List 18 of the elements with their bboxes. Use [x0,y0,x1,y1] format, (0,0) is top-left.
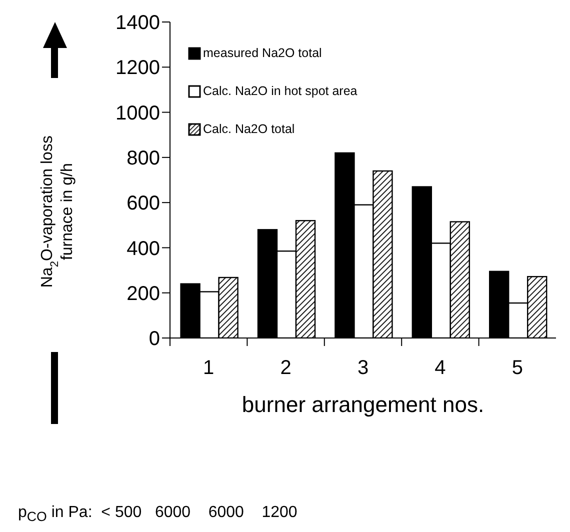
x-tick-label: 3 [357,357,369,379]
y-tick-label: 600 [126,192,160,215]
y-tick-label: 1400 [116,12,160,34]
y-tick-label: 800 [126,148,160,170]
y-tick-label: 1200 [116,57,160,80]
legend-label: Calc. Na2O total [203,122,295,136]
x-tick-label: 1 [203,357,214,379]
legend-label: measured Na2O total [203,46,322,60]
text: p$_{CO}$ in Pa: < 500 6000 6000 1200 [18,504,298,524]
y-tick-label: 200 [126,282,160,305]
x-tick-label: 4 [434,357,446,379]
x-tick-label: 5 [512,357,523,379]
y-tick-label: 1000 [116,102,160,124]
x-tick-label: 2 [280,357,292,379]
y-tick-label: 400 [126,238,160,260]
legend-label: Calc. Na2O in hot spot area [203,84,358,98]
y-tick-label: 0 [148,328,160,350]
x-axis-title: burner arrangement nos. [242,392,484,417]
